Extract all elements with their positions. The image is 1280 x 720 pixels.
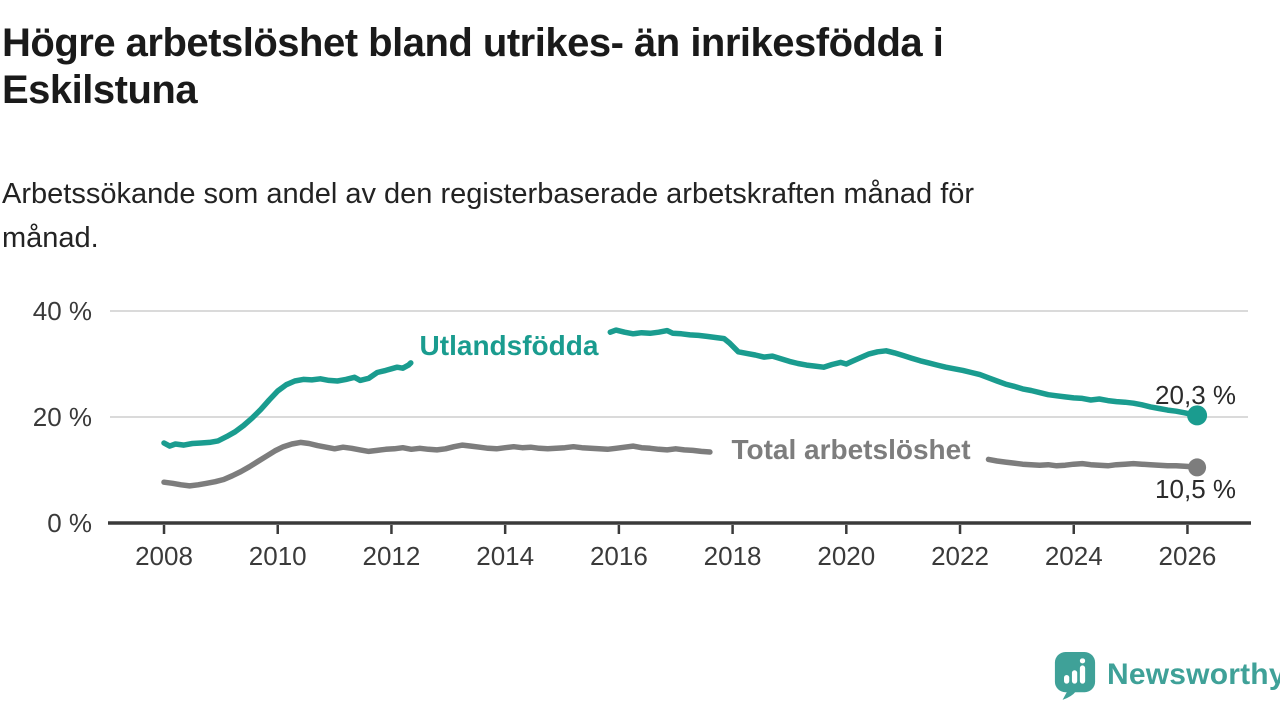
page-title-line-1: Högre arbetslöshet bland utrikes- än inr… <box>2 21 944 65</box>
endpoint-value-utlandsfodda: 20,3 % <box>1155 380 1236 410</box>
page-subtitle-line-1: Arbetssökande som andel av den registerb… <box>2 178 975 210</box>
svg-text:2020: 2020 <box>817 541 875 571</box>
series-label-total-arbetsloshet: Total arbetslöshet <box>731 434 971 465</box>
svg-text:2026: 2026 <box>1159 541 1217 571</box>
page-subtitle: Arbetssökande som andel av den registerb… <box>2 172 1182 260</box>
svg-text:0 %: 0 % <box>47 508 92 538</box>
series-label-utlandsfodda: Utlandsfödda <box>419 330 599 361</box>
svg-text:2024: 2024 <box>1045 541 1103 571</box>
svg-text:40 %: 40 % <box>33 296 92 326</box>
newsworthy-icon <box>1054 652 1096 700</box>
svg-text:2010: 2010 <box>249 541 307 571</box>
svg-text:2012: 2012 <box>363 541 421 571</box>
page-title-line-2: Eskilstuna <box>2 68 198 112</box>
svg-text:2018: 2018 <box>704 541 762 571</box>
svg-text:2022: 2022 <box>931 541 989 571</box>
svg-text:2016: 2016 <box>590 541 648 571</box>
newsworthy-wordmark: Newsworthy <box>1107 658 1280 691</box>
endpoint-value-total-arbetsloshet: 10,5 % <box>1155 474 1236 504</box>
svg-text:20 %: 20 % <box>33 402 92 432</box>
newsworthy-logo[interactable]: Newsworthy <box>1053 650 1280 700</box>
page-title: Högre arbetslöshet bland utrikes- än inr… <box>2 20 1182 114</box>
svg-text:2014: 2014 <box>476 541 534 571</box>
svg-text:2008: 2008 <box>135 541 193 571</box>
page-subtitle-line-2: månad. <box>2 222 99 254</box>
